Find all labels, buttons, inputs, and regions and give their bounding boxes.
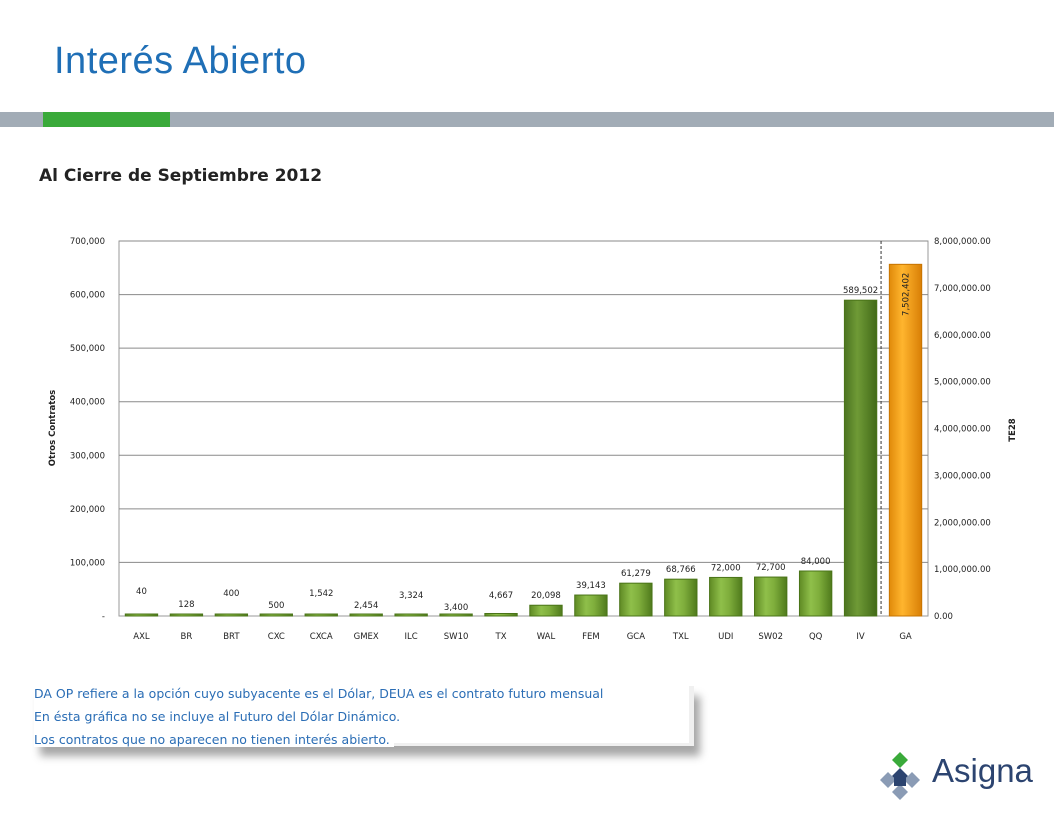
data-label: 39,143 <box>576 581 606 591</box>
bar-gmex <box>349 613 383 617</box>
bar-sw10 <box>439 613 473 617</box>
x-tick-label: BR <box>181 632 193 642</box>
bar-sw02 <box>754 576 788 617</box>
bar-udi <box>709 576 743 617</box>
x-tick-label: TX <box>495 632 507 642</box>
x-tick-label: FEM <box>582 632 600 642</box>
x-tick-label: TXL <box>672 632 689 642</box>
data-label: 400 <box>223 589 239 599</box>
y-tick-label: 700,000 <box>70 237 105 247</box>
data-label: 7,502,402 <box>902 273 912 316</box>
bar-cxc <box>259 613 293 617</box>
bar-iv <box>843 299 878 617</box>
bar-wal <box>529 604 563 617</box>
bar-tx <box>484 612 518 617</box>
bar-ga <box>888 263 923 617</box>
x-tick-label: GMEX <box>354 632 379 642</box>
note-1: DA OP refiere a la opción cuyo subyacent… <box>34 683 694 704</box>
y2-axis-title: TE28 <box>1008 418 1018 442</box>
x-tick-label: UDI <box>718 632 733 642</box>
y-tick-label: 200,000 <box>70 505 105 515</box>
data-label: 1,542 <box>309 589 333 599</box>
x-tick-label: SW02 <box>758 632 783 642</box>
x-tick-label: GCA <box>627 632 646 642</box>
bar-txl <box>664 578 698 617</box>
data-label: 589,502 <box>843 286 878 296</box>
x-tick-label: GA <box>899 632 912 642</box>
chart-heading: Al Cierre de Septiembre 2012 <box>39 166 323 186</box>
data-label: 3,400 <box>444 603 468 613</box>
note-2: En ésta gráfica no se incluye al Futuro … <box>34 706 694 727</box>
bar-br <box>169 613 204 617</box>
y-tick-label: 300,000 <box>70 451 105 461</box>
y2-tick-label: 1,000,000.00 <box>934 565 991 575</box>
y2-tick-label: 2,000,000.00 <box>934 518 991 528</box>
y-tick-label: 500,000 <box>70 344 105 354</box>
data-label: 500 <box>268 601 284 611</box>
y2-tick-label: 6,000,000.00 <box>934 331 991 341</box>
header-band-accent <box>43 112 170 127</box>
data-label: 61,279 <box>621 569 651 579</box>
bar-brt <box>214 613 249 617</box>
data-label: 40 <box>136 587 147 597</box>
x-tick-label: BRT <box>223 632 240 642</box>
bar-axl <box>124 613 159 617</box>
data-label: 3,324 <box>399 591 423 601</box>
y-axis-title: Otros Contratos <box>48 390 58 466</box>
x-tick-label: CXC <box>268 632 285 642</box>
data-label: 72,000 <box>711 563 741 573</box>
x-tick-label: ILC <box>405 632 418 642</box>
page-title: Interés Abierto <box>54 40 307 82</box>
note-text: En ésta gráfica no se incluye al Futuro … <box>34 709 405 724</box>
x-tick-label: SW10 <box>444 632 469 642</box>
data-label: 20,098 <box>531 591 561 601</box>
y-tick-label: 600,000 <box>70 291 105 301</box>
y2-tick-label: 8,000,000.00 <box>934 237 991 247</box>
open-interest-chart: 40 128 400 500 1,542 2,454 3,324 3,400 4,667 20,0… <box>48 237 1018 642</box>
bar-qq <box>798 570 833 617</box>
data-label: 128 <box>178 600 194 610</box>
y2-tick-label: 4,000,000.00 <box>934 425 991 435</box>
note-text: Los contratos que no aparecen no tienen … <box>34 732 394 747</box>
note-text: DA OP refiere a la opción cuyo subyacent… <box>34 686 608 701</box>
y-tick-label: 400,000 <box>70 398 105 408</box>
header-band <box>0 112 1054 127</box>
y2-tick-label: 3,000,000.00 <box>934 471 991 481</box>
notes-list: DA OP refiere a la opción cuyo subyacent… <box>34 683 694 752</box>
y-tick-label: - <box>102 612 105 622</box>
data-label: 4,667 <box>489 591 513 601</box>
y2-tick-label: 7,000,000.00 <box>934 284 991 294</box>
x-tick-label: IV <box>856 632 865 642</box>
y2-tick-label: 5,000,000.00 <box>934 378 991 388</box>
note-3: Los contratos que no aparecen no tienen … <box>34 729 694 750</box>
data-label: 84,000 <box>801 557 831 567</box>
data-label: 68,766 <box>666 565 696 575</box>
x-tick-label: CXCA <box>310 632 333 642</box>
logo-text: Asigna <box>932 752 1033 789</box>
x-tick-label: AXL <box>133 632 150 642</box>
x-tick-label: QQ <box>809 632 823 642</box>
bar-fem <box>574 594 608 617</box>
bar-cxca <box>304 613 338 617</box>
plot-area <box>118 240 929 617</box>
x-tick-label: WAL <box>537 632 556 642</box>
y-tick-label: 100,000 <box>70 558 105 568</box>
data-label: 72,700 <box>756 563 786 573</box>
y2-tick-label: 0.00 <box>934 612 953 622</box>
bar-gca <box>619 582 653 617</box>
data-label: 2,454 <box>354 601 378 611</box>
bar-ilc <box>394 613 428 617</box>
asigna-logo-icon <box>880 752 920 800</box>
